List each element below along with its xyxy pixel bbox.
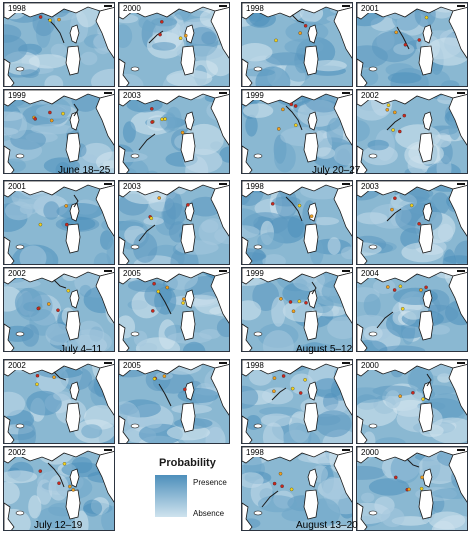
year-label: 1998 <box>6 4 28 13</box>
habitat-map <box>119 268 229 351</box>
year-label: 1999 <box>244 91 266 100</box>
habitat-map <box>357 181 467 264</box>
habitat-map <box>4 3 114 86</box>
map-panel: 1998 <box>241 446 353 531</box>
legend-presence-label: Presence <box>193 478 227 487</box>
year-label: 1999 <box>244 269 266 278</box>
year-label: 2000 <box>121 4 143 13</box>
map-panel: 1998 <box>241 2 353 87</box>
map-panel: 2005 <box>118 359 230 444</box>
year-label: 2002 <box>359 91 381 100</box>
habitat-map <box>119 90 229 173</box>
year-label: 2002 <box>6 448 28 457</box>
map-panel: 1999 <box>241 267 353 352</box>
map-panel: 2003 <box>118 89 230 174</box>
year-label: 1999 <box>6 91 28 100</box>
map-panel: 2002 <box>3 267 115 352</box>
map-panel: 2005 <box>118 267 230 352</box>
habitat-map <box>357 447 467 530</box>
year-label: 2005 <box>121 269 143 278</box>
habitat-map <box>4 181 114 264</box>
habitat-map <box>242 181 352 264</box>
legend-title: Probability <box>159 457 216 469</box>
map-panel: 2001 <box>3 180 115 265</box>
year-label: 2002 <box>6 361 28 370</box>
probability-legend: Probability Presence Absence <box>147 457 239 527</box>
map-panel: 1999 <box>241 89 353 174</box>
map-panel: 1998 <box>241 180 353 265</box>
habitat-map <box>242 268 352 351</box>
habitat-map <box>242 3 352 86</box>
map-panel: 2002 <box>3 446 115 531</box>
map-panel: 2000 <box>118 2 230 87</box>
year-label: 1998 <box>244 361 266 370</box>
habitat-map <box>357 3 467 86</box>
year-label: 1998 <box>244 182 266 191</box>
habitat-map <box>357 360 467 443</box>
year-label: 2004 <box>359 269 381 278</box>
map-panel: 1998 <box>3 2 115 87</box>
year-label: 2000 <box>359 448 381 457</box>
period-label: August 5–12 <box>296 344 353 355</box>
map-panel: 1998 <box>241 359 353 444</box>
legend-absence-label: Absence <box>193 509 225 518</box>
year-label: 2003 <box>121 91 143 100</box>
year-label: 2002 <box>6 269 28 278</box>
year-label: 1998 <box>244 448 266 457</box>
habitat-map <box>4 447 114 530</box>
period-label: July 4–11 <box>60 344 103 355</box>
map-panel: 2000 <box>356 446 468 531</box>
map-panel: 2003 <box>356 180 468 265</box>
habitat-map <box>4 268 114 351</box>
year-label: 1998 <box>244 4 266 13</box>
map-panel: 2001 <box>356 2 468 87</box>
year-label: 2001 <box>359 4 381 13</box>
habitat-map <box>4 360 114 443</box>
year-label: 2003 <box>121 182 143 191</box>
period-label: August 13–20 <box>296 520 358 531</box>
year-label: 2001 <box>6 182 28 191</box>
habitat-map <box>119 360 229 443</box>
habitat-map <box>242 90 352 173</box>
habitat-map <box>242 447 352 530</box>
map-panel: 2000 <box>356 359 468 444</box>
habitat-map <box>242 360 352 443</box>
habitat-map <box>357 268 467 351</box>
year-label: 2005 <box>121 361 143 370</box>
habitat-map <box>357 90 467 173</box>
habitat-map <box>4 90 114 173</box>
period-label: June 18–25 <box>58 165 111 176</box>
map-panel: 2002 <box>356 89 468 174</box>
habitat-map <box>119 3 229 86</box>
map-panel: 2002 <box>3 359 115 444</box>
map-panel: 2003 <box>118 180 230 265</box>
year-label: 2003 <box>359 182 381 191</box>
habitat-map <box>119 181 229 264</box>
map-panel: 1999 <box>3 89 115 174</box>
period-label: July 12–19 <box>34 520 83 531</box>
period-label: July 20–27 <box>312 165 361 176</box>
map-panel: 2004 <box>356 267 468 352</box>
legend-color-ramp <box>155 475 187 517</box>
year-label: 2000 <box>359 361 381 370</box>
